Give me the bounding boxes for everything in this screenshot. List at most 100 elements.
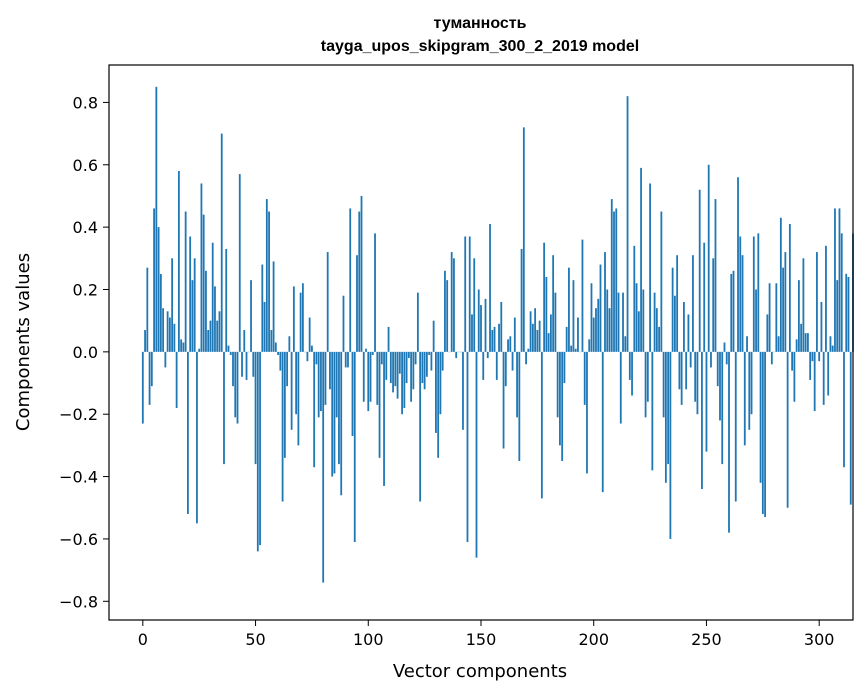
- bar: [331, 351, 334, 477]
- bar: [658, 326, 661, 352]
- bar: [423, 351, 426, 390]
- bar: [486, 351, 489, 359]
- bar: [464, 236, 467, 352]
- bar: [831, 345, 834, 352]
- bar: [502, 351, 505, 449]
- bar: [608, 308, 611, 352]
- bar: [227, 345, 230, 352]
- bar: [389, 351, 392, 384]
- bar: [583, 351, 586, 405]
- bar: [283, 351, 286, 458]
- bar: [148, 351, 151, 405]
- bar: [491, 330, 494, 352]
- bar: [556, 351, 559, 418]
- bar: [473, 258, 476, 352]
- bar: [153, 208, 155, 352]
- bar: [669, 351, 672, 539]
- bar: [520, 248, 523, 352]
- bar: [168, 317, 171, 352]
- bar: [211, 242, 214, 352]
- bar: [482, 351, 485, 380]
- bar: [527, 348, 530, 352]
- bar: [525, 351, 527, 365]
- bar: [601, 351, 604, 493]
- bar: [827, 351, 830, 396]
- x-axis: 0 50 100 150 200 250 300: [138, 620, 834, 649]
- bar: [509, 336, 512, 352]
- bar: [155, 86, 158, 352]
- bar: [193, 258, 196, 352]
- bar: [261, 264, 264, 352]
- bar: [797, 280, 800, 352]
- bar: [367, 351, 370, 412]
- bar: [175, 351, 178, 408]
- bar: [205, 270, 207, 352]
- bar: [322, 351, 325, 583]
- bar: [800, 323, 803, 352]
- bar: [234, 351, 237, 418]
- bar: [734, 351, 737, 502]
- bar: [396, 351, 399, 399]
- bar: [655, 308, 658, 352]
- bar: [320, 351, 322, 412]
- bar: [689, 351, 692, 368]
- bar: [141, 351, 144, 424]
- y-axis: −0.8 −0.6 −0.4 −0.2 0.0 0.2 0.4 0.6 0.8: [59, 93, 109, 611]
- bar: [403, 351, 406, 408]
- bar: [804, 333, 807, 352]
- bar: [807, 333, 809, 352]
- bar: [229, 351, 232, 355]
- bar: [466, 351, 469, 543]
- bar: [369, 351, 372, 402]
- bar: [631, 351, 633, 396]
- bar: [816, 252, 818, 352]
- bar: [737, 177, 739, 352]
- bar: [475, 351, 478, 558]
- bar: [543, 242, 546, 352]
- bar: [477, 289, 480, 352]
- bar: [840, 233, 843, 352]
- bar: [353, 351, 356, 543]
- bar: [177, 171, 180, 352]
- bar: [419, 351, 422, 502]
- bar: [834, 208, 836, 352]
- bar: [818, 351, 821, 362]
- bar: [308, 317, 311, 352]
- bar: [182, 342, 185, 352]
- bar: [779, 217, 782, 352]
- bar: [757, 233, 760, 352]
- bar: [701, 351, 703, 490]
- bar: [243, 330, 246, 352]
- bar: [766, 314, 769, 352]
- y-tick-label: −0.6: [59, 530, 98, 549]
- bar: [516, 351, 518, 418]
- bar: [748, 351, 751, 430]
- bar: [507, 339, 509, 352]
- x-tick-label: 50: [245, 630, 265, 649]
- bar: [664, 351, 667, 483]
- bar: [272, 261, 275, 352]
- bar: [662, 351, 665, 418]
- bar: [637, 311, 640, 352]
- bar: [428, 351, 431, 355]
- bar: [398, 351, 401, 374]
- bar: [220, 133, 223, 352]
- bar: [570, 345, 573, 352]
- bar: [746, 336, 748, 352]
- bar: [290, 351, 293, 430]
- y-tick-label: 0.6: [73, 156, 98, 175]
- bar: [444, 270, 446, 352]
- bar: [374, 233, 376, 352]
- bar: [809, 351, 812, 380]
- bar: [588, 339, 591, 352]
- bar: [633, 245, 636, 352]
- bar: [484, 298, 487, 352]
- bar: [752, 236, 755, 352]
- bar: [696, 351, 699, 415]
- bar: [493, 326, 496, 352]
- bar: [383, 351, 385, 486]
- bar: [822, 351, 825, 405]
- bar: [171, 258, 174, 352]
- bar: [820, 301, 823, 352]
- bar: [504, 351, 507, 387]
